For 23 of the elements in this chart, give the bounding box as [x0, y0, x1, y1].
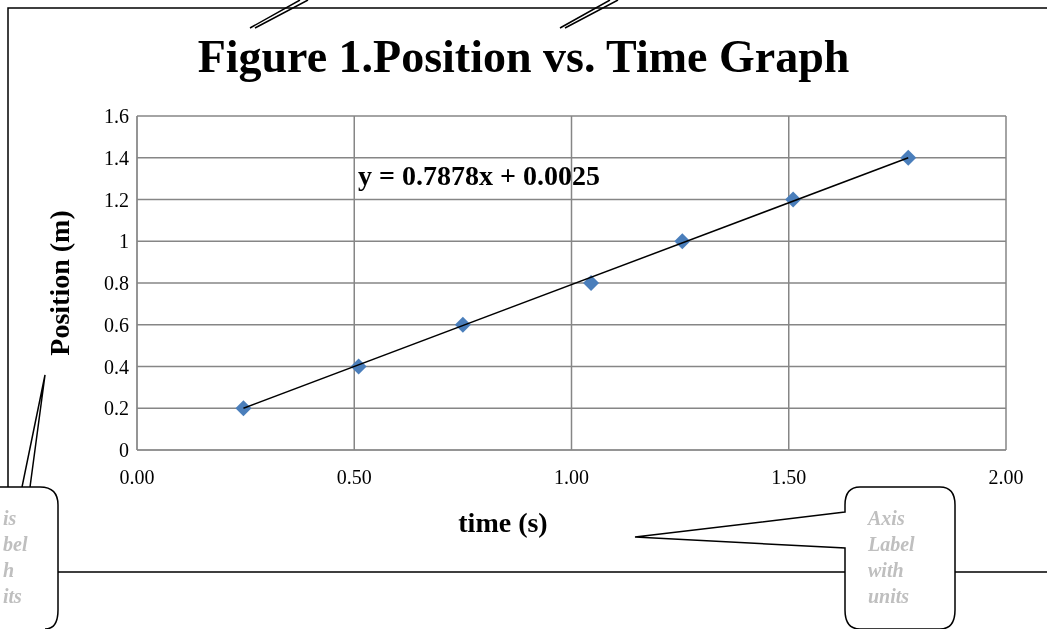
- chart-title: Figure 1.Position vs. Time Graph: [196, 30, 851, 83]
- point: [583, 275, 600, 291]
- y-tick-label: 0.2: [104, 397, 129, 420]
- y-tick-label: 0.8: [104, 272, 129, 295]
- point: [900, 149, 917, 166]
- x-tick-label: 0.50: [336, 466, 372, 489]
- text: is bel h its: [3, 506, 29, 609]
- x-axis-title: time (s): [458, 507, 548, 539]
- text: Axis Label with units: [868, 506, 915, 609]
- y-tick-label: 1: [119, 230, 129, 253]
- x-tick-label: 0.00: [119, 466, 155, 489]
- y-axis-title: Position (m): [44, 210, 76, 356]
- x-tick-label: 1.00: [554, 466, 589, 489]
- x-tick-label: 1.50: [771, 466, 807, 489]
- y-tick-label: 1.2: [104, 188, 129, 211]
- point: [235, 400, 252, 417]
- y-tick-label: 1.4: [104, 146, 129, 169]
- y-tick-label: 0: [119, 439, 129, 462]
- annotation: y = 0.7878x + 0.0025: [358, 160, 600, 192]
- x-tick-label: 2.00: [988, 466, 1024, 489]
- y-tick-label: 1.6: [104, 105, 129, 128]
- y-tick-label: 0.4: [104, 355, 129, 378]
- y-tick-label: 0.6: [104, 313, 129, 336]
